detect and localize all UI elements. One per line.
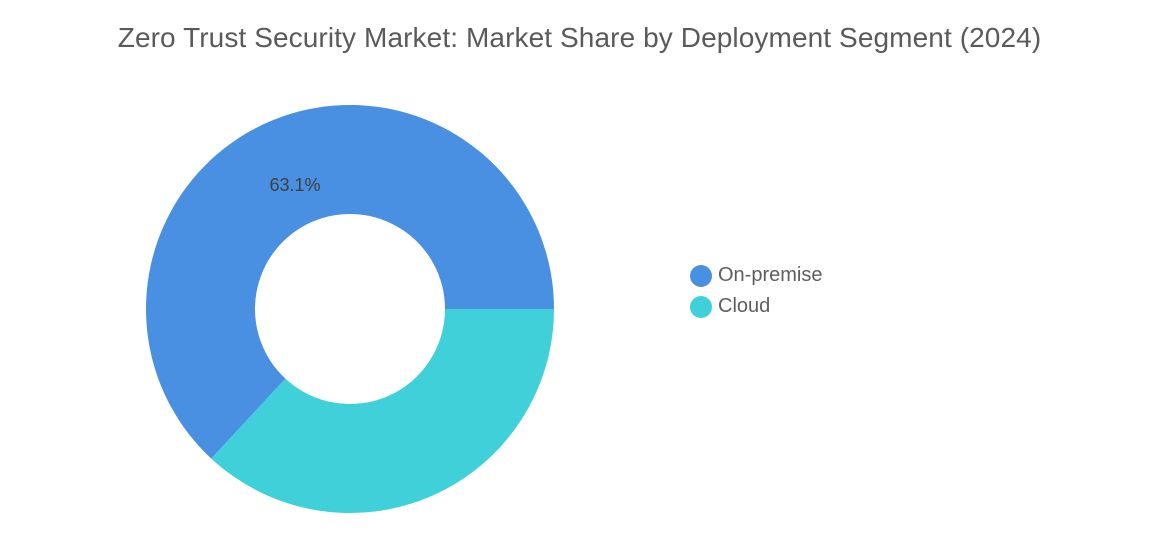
donut-labels: 63.1% <box>269 175 320 195</box>
chart-legend: On-premise Cloud <box>690 260 822 322</box>
legend-swatch-cloud <box>690 295 712 318</box>
legend-item-on-premise[interactable]: On-premise <box>690 260 822 291</box>
legend-label-cloud: Cloud <box>718 295 771 317</box>
legend-label-on-premise: On-premise <box>718 264 823 286</box>
legend-item-cloud[interactable]: Cloud <box>690 291 822 322</box>
slice-on-premise[interactable] <box>146 105 555 459</box>
data-label-on-premise: 63.1% <box>269 175 320 195</box>
donut-slices <box>146 105 555 514</box>
chart-title: Zero Trust Security Market: Market Share… <box>117 22 1042 53</box>
legend-swatch-on-premise <box>690 264 712 287</box>
slice-cloud[interactable] <box>211 309 555 514</box>
